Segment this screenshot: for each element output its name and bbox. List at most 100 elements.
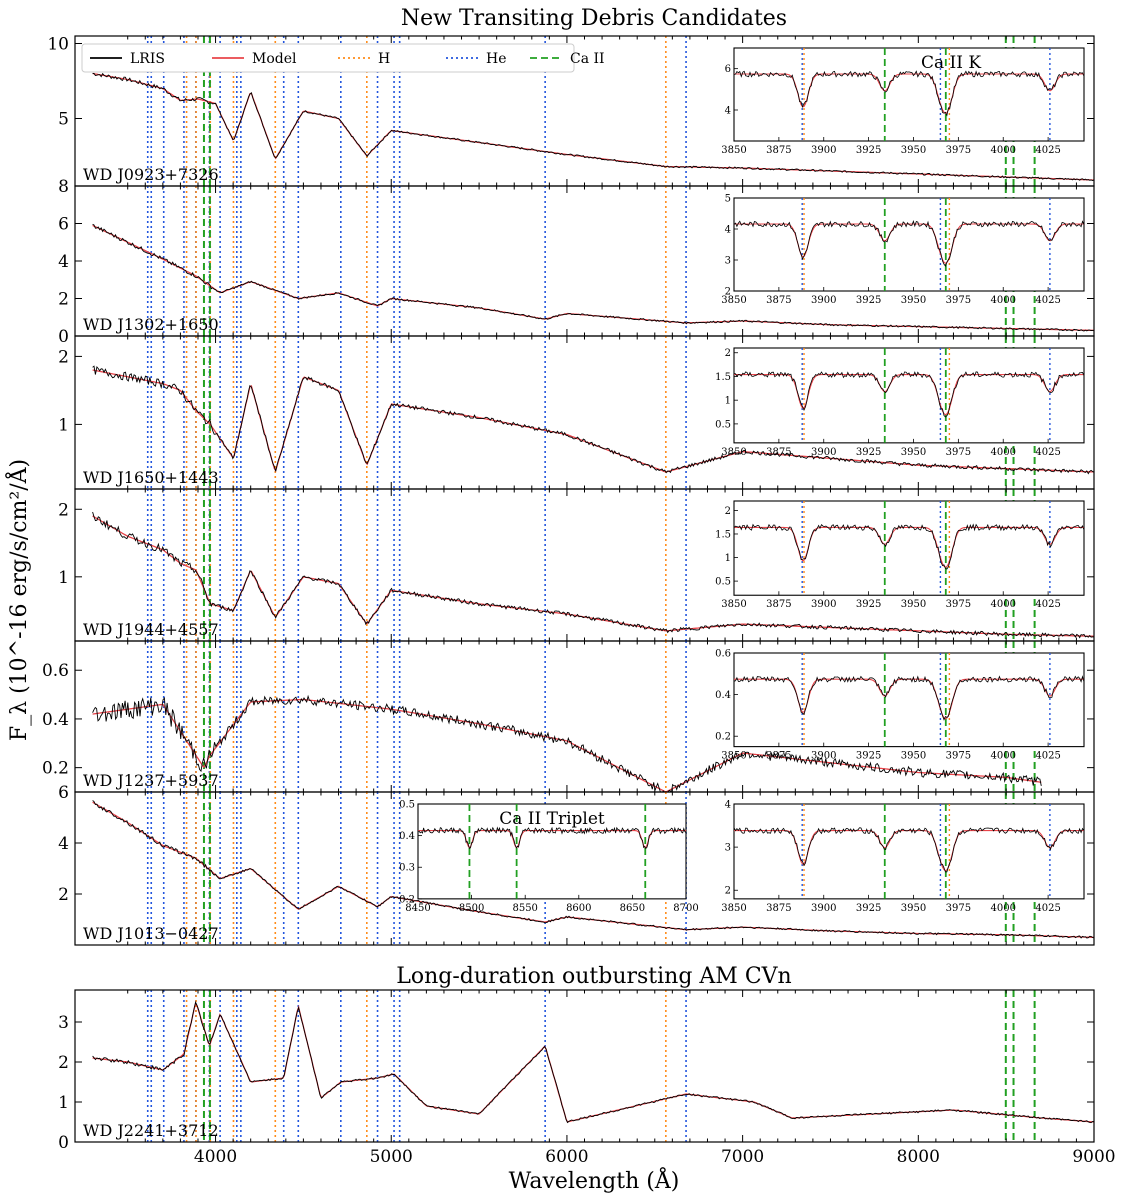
inset-x-tick-label: 3950 <box>901 145 926 156</box>
x-tick-label: 8000 <box>897 1147 940 1167</box>
panel-object-label: WD J1302+1650 <box>83 315 219 334</box>
inset-x-tick-label: 3975 <box>946 295 971 306</box>
inset-y-tick-label: 0.4 <box>399 831 415 842</box>
inset-lris-series <box>418 826 686 850</box>
inset-x-tick-label: 3850 <box>721 903 746 914</box>
inset-frame <box>733 652 1085 748</box>
panel-object-label: WD J1237+5937 <box>83 771 219 790</box>
inset-plot-area <box>734 348 1084 443</box>
inset-x-tick-label: 4025 <box>1035 447 1060 458</box>
panel-object-label: WD J1944+4557 <box>83 620 219 639</box>
inset-x-tick-label: 3925 <box>856 295 881 306</box>
inset-x-tick-label: 3925 <box>856 447 881 458</box>
inset-x-tick-label: 3875 <box>766 903 791 914</box>
inset-x-tick-label: 3850 <box>721 447 746 458</box>
inset-x-tick-label: 8700 <box>673 903 698 914</box>
inset-plot-area <box>734 653 1084 747</box>
legend: LRIS Model H He Ca II <box>81 43 605 73</box>
inset2-label: Ca II Triplet <box>499 809 605 829</box>
inset-y-tick-label: 4 <box>725 225 731 236</box>
inset-x-tick-label: 4025 <box>1035 295 1060 306</box>
inset-y-tick-label: 0.5 <box>715 419 731 430</box>
y-tick-label: 6 <box>58 783 69 803</box>
panel-plot-area <box>92 336 1094 489</box>
figure-title-top: New Transiting Debris Candidates <box>401 6 787 31</box>
inset-x-tick-label: 3875 <box>766 295 791 306</box>
x-tick-label: 5000 <box>370 1147 413 1167</box>
inset-x-tick-label: 3875 <box>766 145 791 156</box>
inset-lris-series <box>734 220 1084 267</box>
inset-y-tick-label: 2 <box>725 348 731 359</box>
y-tick-label: 10 <box>47 35 69 55</box>
inset-x-tick-label: 3950 <box>901 903 926 914</box>
inset-y-tick-label: 0.3 <box>399 863 415 874</box>
inset-frame <box>733 47 1085 142</box>
y-tick-label: 2 <box>58 347 69 367</box>
inset-x-tick-label: 3850 <box>721 599 746 610</box>
inset-x-tick-label: 4000 <box>991 599 1016 610</box>
inset-lris-series <box>734 827 1084 873</box>
inset-x-tick-label: 3975 <box>946 903 971 914</box>
inset-y-tick-label: 5 <box>725 194 731 205</box>
inset-y-tick-label: 0.5 <box>715 577 731 588</box>
inset-x-tick-label: 8550 <box>512 903 537 914</box>
inset-model-series <box>734 73 1084 115</box>
inset-lris-series <box>734 371 1084 418</box>
model-series <box>92 698 1042 792</box>
inset-x-tick-label: 3850 <box>721 751 746 762</box>
inset-x-tick-label: 3950 <box>901 751 926 762</box>
legend-box <box>81 43 575 73</box>
inset-plot-area <box>734 804 1084 899</box>
inset-x-tick-label: 4025 <box>1035 145 1060 156</box>
lris-series <box>92 694 1042 792</box>
inset-x-tick-label: 3950 <box>901 447 926 458</box>
inset-x-tick-label: 4025 <box>1035 751 1060 762</box>
panel-frame <box>74 989 1095 1143</box>
inset2-frame <box>417 803 687 900</box>
lris-series <box>92 800 1094 939</box>
inset-x-tick-label: 3925 <box>856 145 881 156</box>
inset-x-tick-label: 3925 <box>856 599 881 610</box>
panel-plot-area <box>92 489 1094 641</box>
inset-frame <box>733 803 1085 900</box>
inset-y-tick-label: 2 <box>725 886 731 897</box>
inset-lris-series <box>734 523 1084 570</box>
inset-x-tick-label: 3925 <box>856 751 881 762</box>
inset-y-tick-label: 6 <box>725 64 731 75</box>
inset-x-tick-label: 3900 <box>811 599 836 610</box>
inset-x-tick-label: 3950 <box>901 599 926 610</box>
inset-y-tick-label: 4 <box>725 800 731 811</box>
lris-series <box>92 365 1094 475</box>
y-tick-label: 0 <box>58 327 69 347</box>
inset-x-tick-label: 3950 <box>901 295 926 306</box>
inset-x-tick-label: 3925 <box>856 903 881 914</box>
y-tick-label: 2 <box>58 1053 69 1073</box>
inset-x-tick-label: 3975 <box>946 599 971 610</box>
panel-plot-area <box>92 990 1094 1142</box>
y-tick-label: 0.2 <box>42 759 69 779</box>
inset-y-tick-label: 1.5 <box>715 529 731 540</box>
inset-y-tick-label: 3 <box>725 843 731 854</box>
x-axis-label: Wavelength (Å) <box>509 1166 680 1194</box>
y-tick-label: 2 <box>58 290 69 310</box>
y-tick-label: 1 <box>58 415 69 435</box>
inset-frame <box>733 500 1085 596</box>
x-tick-label: 4000 <box>194 1147 237 1167</box>
panel-object-label: WD J0923+7326 <box>83 165 219 184</box>
inset-model-series <box>734 374 1084 416</box>
inset-x-tick-label: 8450 <box>405 903 430 914</box>
y-tick-label: 0 <box>58 1133 69 1153</box>
figure-title-bottom: Long-duration outbursting AM CVn <box>396 964 791 989</box>
panel-object-label: WD J1013−0427 <box>83 924 219 943</box>
y-tick-label: 6 <box>58 215 69 235</box>
inset-lris-series <box>734 70 1084 117</box>
y-tick-label: 0.6 <box>42 661 69 681</box>
inset-y-tick-label: 0.6 <box>715 649 731 660</box>
inset-y-tick-label: 3 <box>725 256 731 267</box>
inset-x-tick-label: 4025 <box>1035 903 1060 914</box>
inset-x-tick-label: 8500 <box>459 903 484 914</box>
inset-x-tick-label: 3900 <box>811 295 836 306</box>
inset-x-tick-label: 3850 <box>721 295 746 306</box>
